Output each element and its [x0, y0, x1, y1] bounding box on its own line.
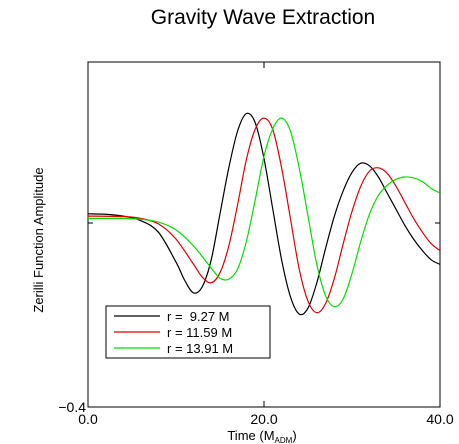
x-tick-label: 20.0	[250, 411, 277, 427]
x-axis-label-close: )	[292, 428, 296, 443]
series-line-2	[87, 117, 441, 314]
x-axis-label-main: Time (M	[227, 428, 274, 443]
legend-entry-2: r = 11.59 M	[167, 325, 232, 340]
legend-entry-3: r = 13.91 M	[167, 341, 233, 356]
series-line-3	[87, 117, 441, 308]
legend: r = 9.27 Mr = 11.59 Mr = 13.91 M	[105, 305, 271, 359]
series-line-1	[87, 112, 441, 316]
x-axis-label-sub: ADM	[275, 436, 293, 444]
axis-ticks: 0.0 20.0 40.0 −0.4	[58, 62, 454, 427]
x-tick-label: 0.0	[78, 411, 98, 427]
chart-title: Gravity Wave Extraction	[151, 6, 375, 29]
y-tick-label: −0.4	[58, 399, 86, 415]
x-tick-label: 40.0	[426, 411, 453, 427]
series-lines	[87, 112, 441, 316]
y-axis-label: Zerilli Function Amplitude	[31, 167, 46, 312]
x-axis-label: Time (MADM)	[227, 428, 296, 444]
legend-entry-1: r = 9.27 M	[167, 309, 230, 324]
